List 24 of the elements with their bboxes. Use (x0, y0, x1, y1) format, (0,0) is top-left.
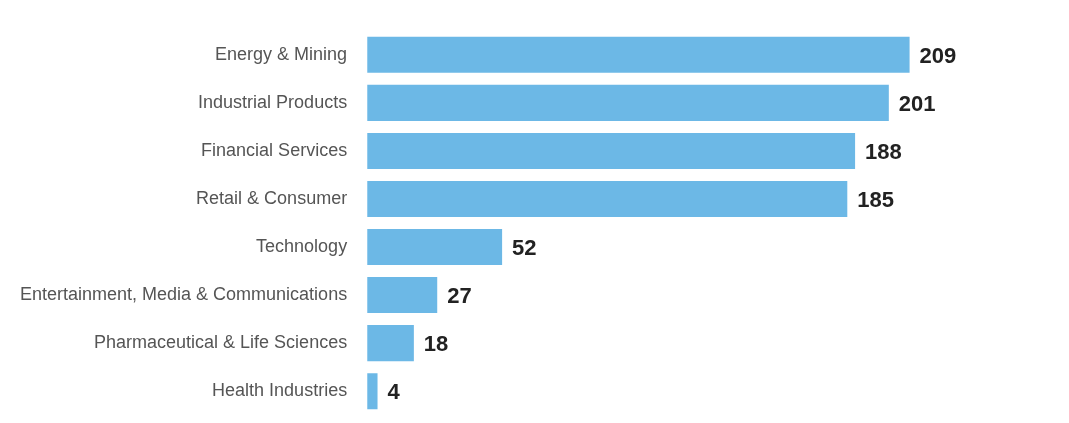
y-tick-label: Pharmaceutical & Life Sciences (94, 332, 348, 353)
bar (367, 36, 910, 73)
data-label: 188 (865, 138, 902, 164)
bar (367, 325, 414, 362)
y-tick-label: Entertainment, Media & Communications (19, 284, 348, 305)
data-label: 201 (898, 90, 936, 116)
bar (367, 180, 848, 217)
data-label: 185 (857, 187, 895, 213)
bar (367, 373, 378, 410)
bar (367, 84, 889, 121)
data-label: 4 (387, 379, 401, 405)
y-tick-label: Health Industries (212, 380, 348, 401)
y-tick-label: Energy & Mining (215, 43, 348, 64)
data-label: 27 (447, 283, 472, 309)
y-tick-label: Technology (256, 235, 348, 256)
data-label: 209 (919, 42, 957, 68)
data-label: 52 (512, 235, 537, 261)
y-tick-label: Industrial Products (198, 91, 348, 112)
bar (367, 229, 503, 266)
bar (367, 132, 856, 169)
y-tick-label: Retail & Consumer (196, 187, 348, 208)
y-tick-label: Financial Services (201, 139, 348, 160)
data-label: 18 (423, 331, 449, 357)
bar (367, 277, 438, 314)
